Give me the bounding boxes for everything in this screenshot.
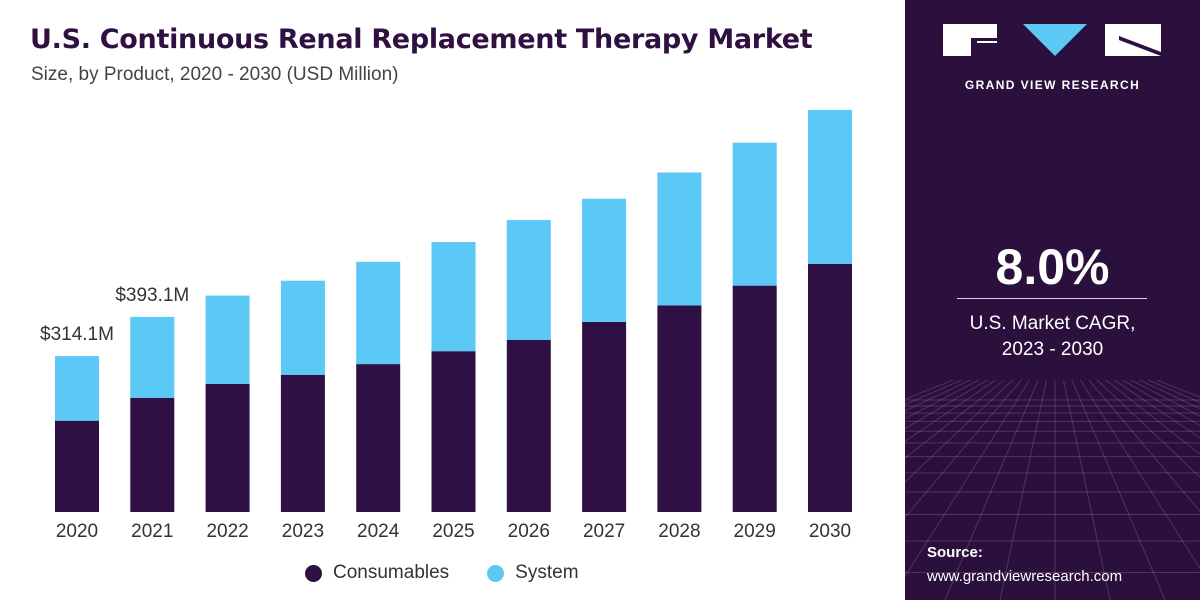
- bar-consumables-2023: [280, 375, 325, 512]
- x-tick-label-2027: 2027: [583, 521, 625, 542]
- x-tick-label-2028: 2028: [658, 521, 700, 542]
- x-tick-label-2026: 2026: [508, 521, 550, 542]
- data-label-2020: $314.1M: [40, 324, 114, 345]
- legend: Consumables System: [305, 562, 617, 584]
- legend-swatch-system: [487, 564, 505, 582]
- bar-system-2023: [280, 280, 325, 375]
- cagr-divider: [957, 298, 1147, 299]
- x-tick-label-2030: 2030: [809, 521, 851, 542]
- source-title: Source:: [927, 544, 983, 561]
- x-tick-label-2020: 2020: [56, 521, 98, 542]
- bar-system-2030: [808, 109, 852, 264]
- bar-system-2021: [130, 316, 175, 398]
- bar-consumables-2022: [205, 383, 250, 512]
- legend-item-system: System: [487, 562, 579, 584]
- bar-consumables-2029: [732, 285, 777, 512]
- bar-consumables-2020: [55, 420, 99, 512]
- x-tick-label-2021: 2021: [131, 521, 173, 542]
- bar-system-2026: [506, 220, 551, 340]
- legend-swatch-consumables: [305, 564, 322, 582]
- chart-subtitle: Size, by Product, 2020 - 2030 (USD Milli…: [31, 64, 399, 85]
- bar-consumables-2024: [356, 364, 401, 512]
- cagr-label-line1: U.S. Market CAGR,: [969, 313, 1136, 334]
- grid-decoration: [905, 380, 1200, 600]
- bar-consumables-2021: [130, 397, 175, 512]
- bar-system-2024: [356, 261, 401, 365]
- chart-area: U.S. Continuous Renal Replacement Therap…: [30, 24, 852, 584]
- gvr-logo: [943, 24, 1161, 56]
- x-tick-label-2022: 2022: [206, 521, 248, 542]
- bar-system-2020: [55, 356, 99, 421]
- bar-consumables-2026: [506, 339, 551, 512]
- source-url[interactable]: www.grandviewresearch.com: [927, 568, 1123, 585]
- bar-consumables-2030: [808, 263, 852, 512]
- legend-label-consumables: Consumables: [333, 562, 450, 583]
- cagr-label-line2: 2023 - 2030: [1001, 339, 1104, 360]
- x-tick-label-2024: 2024: [357, 521, 400, 542]
- bar-chart: 2020 2021 2022 2023 2024 2025 2026 2027 2028 2029…: [40, 109, 852, 542]
- data-label-2021: $393.1M: [115, 285, 189, 306]
- side-panel: GRAND VIEW RESEARCH 8.0% U.S. Market CAG…: [905, 0, 1200, 600]
- cagr-label: U.S. Market CAGR, 2023 - 2030: [905, 311, 1200, 363]
- legend-item-consumables: Consumables: [305, 562, 449, 584]
- bar-consumables-2028: [657, 305, 702, 512]
- legend-label-system: System: [515, 562, 579, 583]
- bar-system-2029: [732, 142, 777, 286]
- x-tick-label-2029: 2029: [734, 521, 776, 542]
- bar-consumables-2027: [582, 321, 627, 512]
- bar-consumables-2025: [431, 351, 476, 512]
- bar-system-2022: [205, 295, 250, 384]
- chart-title: U.S. Continuous Renal Replacement Therap…: [30, 24, 813, 55]
- x-tick-label-2025: 2025: [432, 521, 474, 542]
- x-tick-label-2023: 2023: [282, 521, 324, 542]
- bar-system-2025: [431, 242, 476, 352]
- bar-system-2027: [582, 198, 627, 322]
- cagr-value: 8.0%: [995, 239, 1110, 295]
- brand-name: GRAND VIEW RESEARCH: [964, 78, 1141, 92]
- bar-system-2028: [657, 172, 702, 306]
